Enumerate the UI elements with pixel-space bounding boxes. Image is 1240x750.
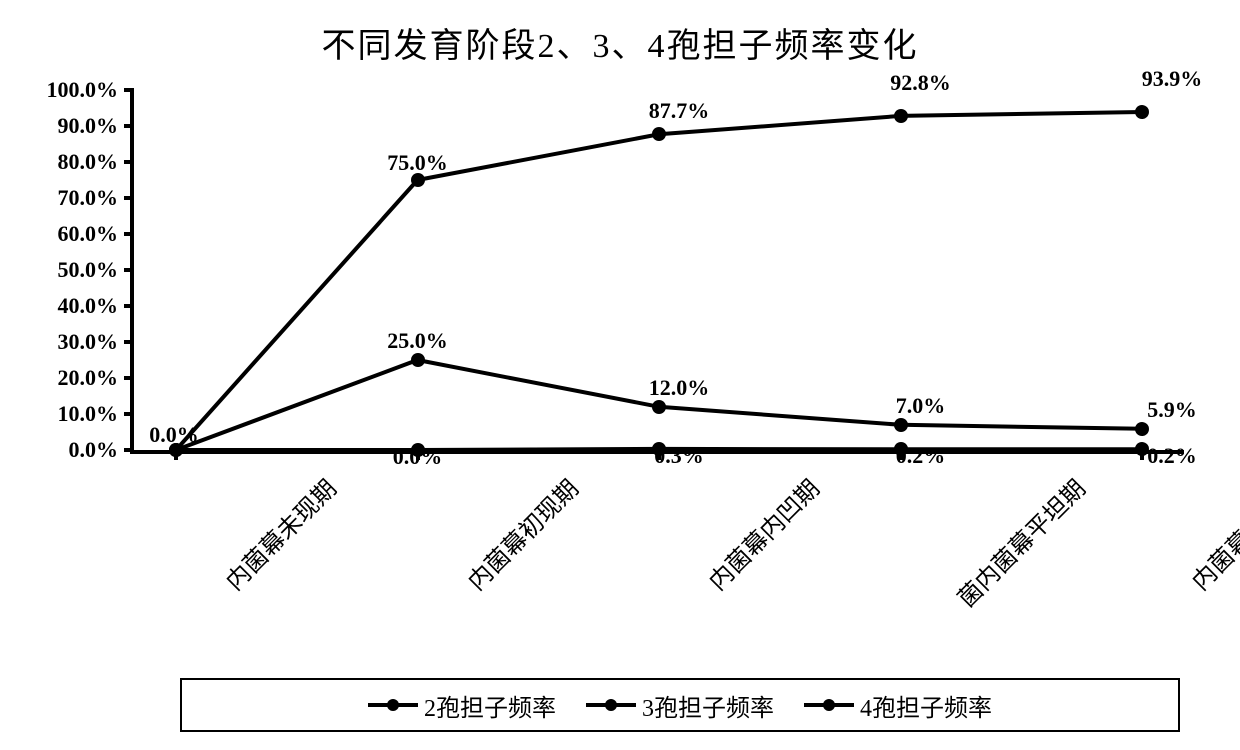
xtick-label: 菌内菌幕平坦期 [948, 470, 1092, 614]
ytick-mark [124, 304, 134, 308]
xtick-label: 内菌幕内凹期 [699, 470, 826, 597]
line-marker-icon [804, 703, 854, 707]
data-label: 92.8% [890, 70, 951, 96]
ytick-label: 70.0% [38, 185, 118, 211]
data-label: 0.0% [393, 444, 443, 470]
data-label: 0.2% [896, 443, 946, 469]
xtick-label: 内菌幕初现期 [458, 470, 585, 597]
ytick-mark [124, 124, 134, 128]
ytick-label: 20.0% [38, 365, 118, 391]
data-label: 25.0% [387, 328, 448, 354]
ytick-mark [124, 160, 134, 164]
data-label: 0.3% [654, 443, 704, 469]
ytick-label: 60.0% [38, 221, 118, 247]
legend-label: 2孢担子频率 [424, 688, 556, 723]
data-label: 5.9% [1147, 397, 1197, 423]
plot-area: 0.0%10.0%20.0%30.0%40.0%50.0%60.0%70.0%8… [130, 90, 1184, 454]
data-marker [652, 127, 666, 141]
legend-item-3spore: 3孢担子频率 [586, 688, 774, 723]
ytick-mark [124, 88, 134, 92]
legend-item-4spore: 4孢担子频率 [804, 688, 992, 723]
data-marker [1135, 422, 1149, 436]
ytick-label: 100.0% [38, 77, 118, 103]
legend: 2孢担子频率 3孢担子频率 4孢担子频率 [180, 678, 1180, 732]
data-marker [411, 353, 425, 367]
ytick-mark [124, 376, 134, 380]
ytick-mark [124, 232, 134, 236]
data-marker [894, 418, 908, 432]
xtick-label: 内菌幕裂缝期 [1182, 470, 1240, 597]
chart-title: 不同发育阶段2、3、4孢担子频率变化 [0, 18, 1240, 67]
data-marker [1135, 105, 1149, 119]
ytick-mark [124, 196, 134, 200]
data-marker [169, 443, 183, 457]
data-label: 87.7% [649, 98, 710, 124]
xtick-label: 内菌幕未现期 [216, 470, 343, 597]
ytick-mark [124, 340, 134, 344]
ytick-label: 50.0% [38, 257, 118, 283]
ytick-mark [124, 412, 134, 416]
legend-label: 3孢担子频率 [642, 688, 774, 723]
legend-label: 4孢担子频率 [860, 688, 992, 723]
data-label: 12.0% [649, 375, 710, 401]
ytick-label: 0.0% [38, 437, 118, 463]
data-label: 93.9% [1142, 66, 1203, 92]
ytick-label: 40.0% [38, 293, 118, 319]
ytick-label: 30.0% [38, 329, 118, 355]
ytick-mark [124, 268, 134, 272]
ytick-label: 10.0% [38, 401, 118, 427]
data-label: 75.0% [387, 150, 448, 176]
line-marker-icon [586, 703, 636, 707]
ytick-mark [124, 448, 134, 452]
line-marker-icon [368, 703, 418, 707]
legend-item-2spore: 2孢担子频率 [368, 688, 556, 723]
data-label: 0.2% [1147, 443, 1197, 469]
data-marker [652, 400, 666, 414]
chart-container: 不同发育阶段2、3、4孢担子频率变化 0.0%10.0%20.0%30.0%40… [0, 0, 1240, 750]
data-marker [894, 109, 908, 123]
ytick-label: 80.0% [38, 149, 118, 175]
data-label: 7.0% [896, 393, 946, 419]
ytick-label: 90.0% [38, 113, 118, 139]
